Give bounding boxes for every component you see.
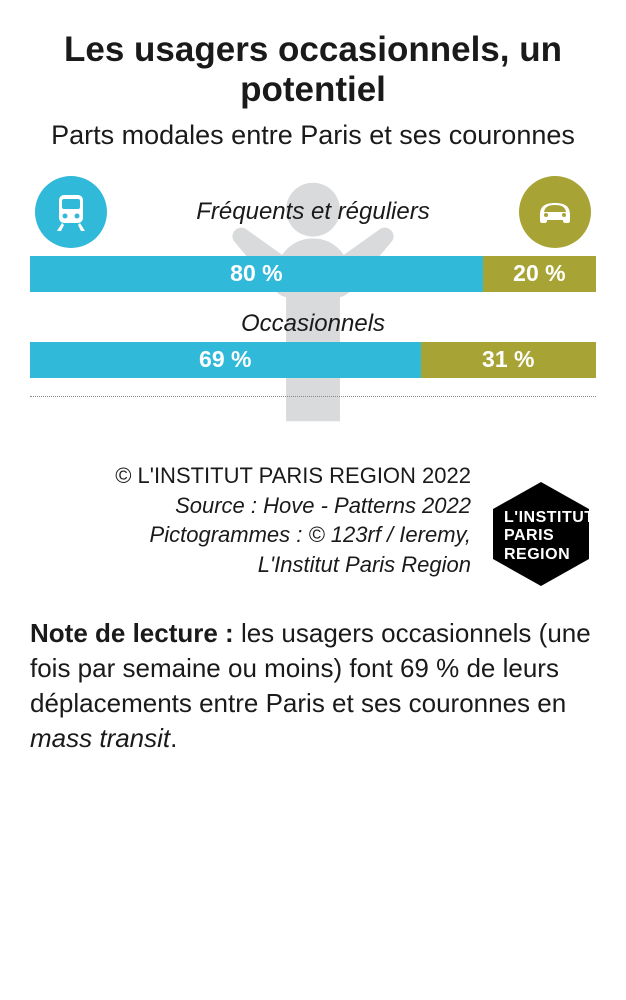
credit-picto1: Pictogrammes : © 123rf / Ieremy,	[30, 520, 471, 550]
bar-label-1: Occasionnels	[30, 310, 596, 338]
segment-value: 69 %	[199, 346, 251, 373]
credit-picto2: L'Institut Paris Region	[30, 550, 471, 580]
credit-copyright: © L'INSTITUT PARIS REGION 2022	[30, 461, 471, 491]
bar-segment-car: 20 %	[483, 256, 596, 292]
stacked-bar: 80 % 20 %	[30, 256, 596, 292]
logo-text: L'INSTITUT PARIS REGION	[504, 509, 595, 564]
bar-segment-transit: 69 %	[30, 342, 421, 378]
credits-block: © L'INSTITUT PARIS REGION 2022 Source : …	[30, 461, 596, 591]
bar-0: 80 % 20 %	[30, 256, 596, 292]
icon-row: Fréquents et réguliers	[30, 176, 596, 248]
bar-segment-car: 31 %	[421, 342, 596, 378]
chart-title: Les usagers occasionnels, un potentiel	[30, 30, 596, 111]
bar-1: Occasionnels 69 % 31 %	[30, 310, 596, 378]
bar-segment-transit: 80 %	[30, 256, 483, 292]
segment-value: 80 %	[230, 260, 282, 287]
reading-note: Note de lecture : les usagers occasionne…	[30, 616, 596, 756]
segment-value: 20 %	[513, 260, 565, 287]
chart-area: Fréquents et réguliers 80 % 20 % Occasio…	[30, 176, 596, 426]
logo-line2: PARIS	[504, 527, 595, 545]
institut-logo: L'INSTITUT PARIS REGION	[486, 479, 596, 589]
stacked-bar: 69 % 31 %	[30, 342, 596, 378]
guide-line	[30, 396, 596, 397]
note-lead: Note de lecture :	[30, 618, 241, 648]
note-tail: .	[170, 723, 177, 753]
train-icon	[35, 176, 107, 248]
chart-subtitle: Parts modales entre Paris et ses couronn…	[30, 119, 596, 151]
bar-label-0: Fréquents et réguliers	[196, 198, 429, 226]
car-icon	[519, 176, 591, 248]
note-emphasis: mass transit	[30, 723, 170, 753]
logo-line1: L'INSTITUT	[504, 509, 595, 527]
credit-source: Source : Hove - Patterns 2022	[30, 491, 471, 521]
segment-value: 31 %	[482, 346, 534, 373]
logo-line3: REGION	[504, 546, 595, 564]
